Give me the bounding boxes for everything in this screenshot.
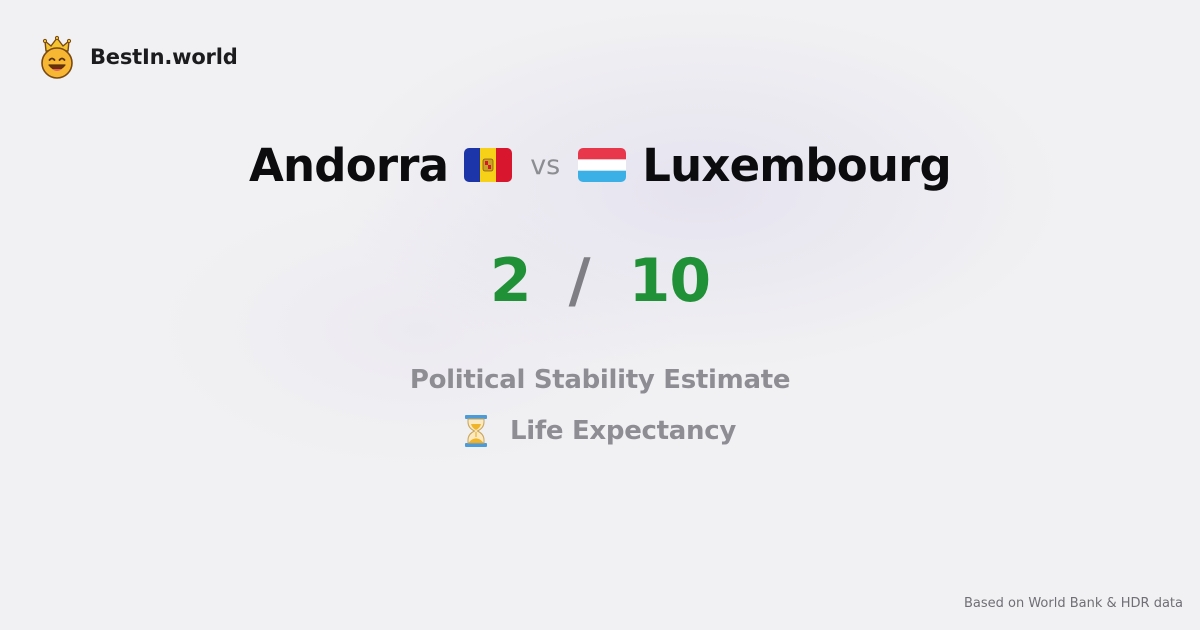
right-score: 10 (628, 246, 711, 316)
crowned-smiley-icon (41, 35, 73, 79)
secondary-metric: Life Expectancy (0, 412, 1200, 450)
score-display: 2 / 10 (0, 243, 1200, 319)
andorra-flag-icon (464, 148, 513, 182)
brand-name: BestIn.world (90, 45, 238, 69)
right-country-name: Luxembourg (642, 138, 952, 192)
vs-label: vs (530, 149, 561, 181)
comparison-title: Andorra vs Luxembourg (0, 133, 1200, 197)
score-separator: / (568, 246, 591, 316)
hourglass-icon (464, 415, 487, 447)
brand-logo[interactable]: BestIn.world (38, 35, 238, 79)
left-score: 2 (489, 246, 532, 316)
secondary-metric-label: Life Expectancy (509, 416, 736, 446)
luxembourg-flag-icon (578, 148, 627, 182)
primary-metric-label: Political Stability Estimate (409, 365, 791, 395)
left-country-name: Andorra (249, 138, 449, 192)
data-source-note: Based on World Bank & HDR data (963, 596, 1183, 611)
